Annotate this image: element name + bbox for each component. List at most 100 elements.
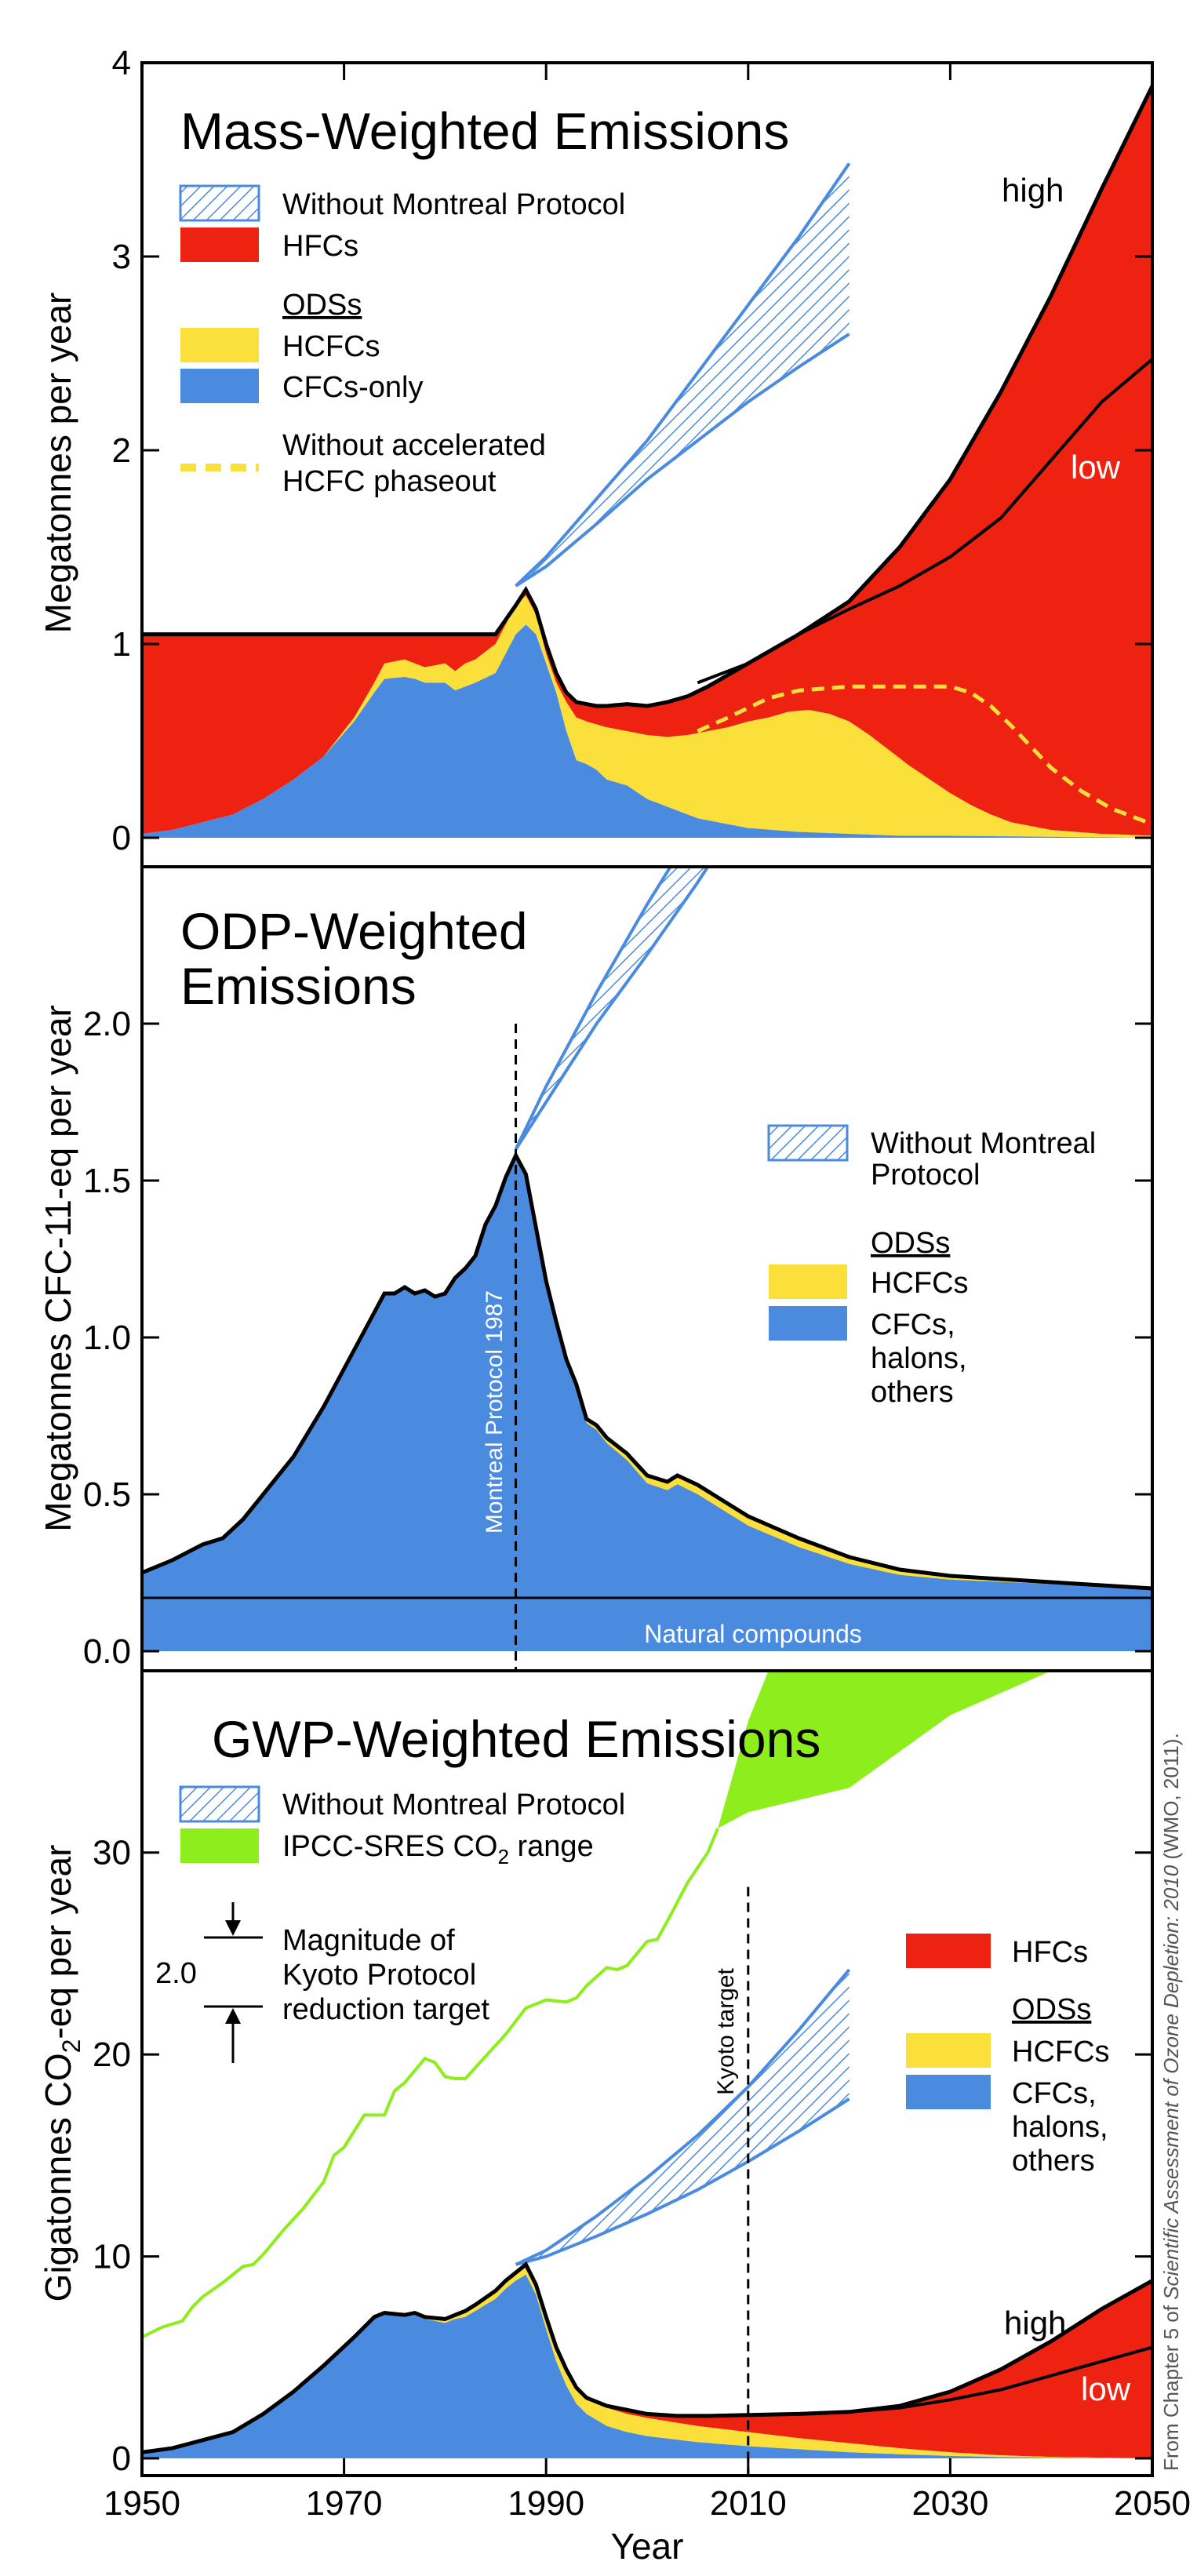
mass-weighted-plot-area [142, 85, 1152, 838]
figure-frame [140, 61, 1154, 2477]
nomp-upper-line-odp [514, 867, 673, 1150]
legend-label-nomp-odp-1: Without Montreal [871, 1127, 1096, 1160]
label-low-mass: low [1071, 449, 1121, 486]
mass-weighted-title: Mass-Weighted Emissions [180, 102, 789, 160]
x-tick-label: 1970 [306, 2484, 383, 2523]
x-axis-ticks: 1950 1970 1990 2010 2030 2050 [104, 63, 1191, 2523]
odp-weighted-legend: Without Montreal Protocol ODSs HCFCs CFC… [767, 1124, 1096, 1409]
mass-weighted-panel: Mass-Weighted Emissions Without Montreal… [38, 44, 1152, 857]
co2-line [142, 1828, 720, 2339]
legend-swatch-cfc [180, 369, 259, 403]
legend-swatch-hfc [180, 227, 259, 262]
montreal-protocol-label: Montreal Protocol 1987 [482, 1290, 508, 1534]
legend-label-ipcc-sub: 2 [497, 1845, 508, 1868]
label-high-mass: high [1002, 172, 1064, 209]
cfc-area [142, 624, 1152, 838]
gwp-weighted-y-axis-label: Gigatonnes CO2-eq per year [38, 1845, 86, 2302]
odp-weighted-title-1: ODP-Weighted [180, 902, 528, 960]
natural-compounds-label: Natural compounds [644, 1620, 861, 1648]
gwp-weighted-title: GWP-Weighted Emissions [212, 1710, 820, 1768]
mass-weighted-y-axis-label: Megatonnes per year [38, 293, 78, 634]
hfc-area [142, 86, 1152, 836]
credit-title: Scientific Assessment of Ozone Depletion… [1159, 1865, 1183, 2300]
gwp-y-label-tail: -eq per year [38, 1845, 78, 2039]
legend-label-cfc-gwp-3: others [1012, 2145, 1095, 2178]
gwp-weighted-y-ticks: 0 10 20 30 [93, 1834, 1152, 2478]
nomp-upper-line-gwp [515, 1968, 851, 2266]
legend-label-no-accel-2: HCFC phaseout [282, 465, 497, 498]
nomp-lower-line [515, 333, 850, 588]
x-tick-label: 1950 [104, 2484, 180, 2523]
legend-label-cfc-gwp-2: halons, [1012, 2111, 1108, 2144]
legend-swatch-nomp-gwp [179, 1785, 260, 1823]
legend-label-kyoto-2: Kyoto Protocol [282, 1959, 476, 1992]
odp-weighted-y-ticks: 0.0 0.5 1.0 1.5 2.0 [83, 1005, 1152, 1671]
low-line-gwp [748, 2345, 1152, 2417]
legend-swatch-ipcc [180, 1828, 259, 1863]
y-tick-label: 1.0 [83, 1319, 131, 1357]
legend-label-cfc-gwp-1: CFCs, [1012, 2077, 1097, 2110]
y-tick-label: 0 [112, 2440, 131, 2478]
nomp-band [515, 163, 850, 586]
gwp-weighted-legend-right: HFCs ODSs HCFCs CFCs, halons, others [906, 1934, 1110, 2178]
no-accel-line [697, 684, 1152, 827]
legend-label-nomp: Without Montreal Protocol [282, 188, 625, 221]
nomp-upper-line [515, 162, 851, 588]
legend-swatch-cfc-gwp [906, 2075, 991, 2109]
gwp-y-label-sub: 2 [57, 2039, 86, 2054]
legend-swatch-hcfc-odp [769, 1264, 847, 1299]
cfc-area-odp [142, 1155, 1152, 1651]
legend-swatch-hcfc [180, 328, 259, 362]
low-scenario-line [697, 358, 1152, 685]
x-tick-label: 2010 [710, 2484, 787, 2523]
hcfc-area-gwp [142, 2264, 1152, 2458]
legend-label-ipcc-prefix: IPCC-SRES CO [282, 1830, 497, 1863]
kyoto-magnitude-marker [204, 1902, 263, 2063]
legend-label-no-accel-1: Without accelerated [282, 429, 546, 462]
odp-weighted-y-axis-label: Megatonnes CFC-11-eq per year [38, 1005, 78, 1532]
legend-label-hfc-gwp: HFCs [1012, 1936, 1088, 1969]
legend-label-hfc: HFCs [282, 230, 358, 263]
legend-label-kyoto-3: reduction target [282, 1993, 489, 2026]
legend-odss-header: ODSs [282, 289, 362, 322]
odp-weighted-panel: ODP-Weighted Emissions Montreal Protocol… [38, 867, 1152, 1671]
legend-label-nomp-odp-2: Protocol [871, 1159, 980, 1192]
mass-weighted-legend: Without Montreal Protocol HFCs ODSs HCFC… [179, 184, 625, 498]
y-tick-label: 1 [112, 625, 131, 664]
kyoto-target-label: Kyoto target [713, 1967, 739, 2094]
legend-label-cfc: CFCs-only [282, 371, 423, 404]
legend-label-kyoto-1: Magnitude of [282, 1924, 455, 1957]
label-low-gwp: low [1081, 2370, 1131, 2407]
y-tick-label: 0 [112, 819, 131, 857]
total-line-odp [142, 1151, 1152, 1591]
legend-swatch-nomp [179, 184, 260, 222]
nomp-band-gwp [515, 1970, 850, 2265]
legend-label-ipcc: IPCC-SRES CO2 range [282, 1830, 594, 1868]
legend-label-cfc-odp-1: CFCs, [871, 1308, 955, 1341]
nomp-lower-line-gwp [515, 2098, 850, 2266]
y-tick-label: 3 [112, 238, 131, 276]
legend-label-hcfc-odp: HCFCs [871, 1267, 969, 1300]
label-high-gwp: high [1004, 2305, 1066, 2341]
gwp-weighted-legend-left: Without Montreal Protocol IPCC-SRES CO2 … [155, 1785, 625, 2063]
x-tick-label: 1990 [508, 2484, 584, 2523]
hcfc-area [142, 595, 1152, 838]
x-tick-label: 2030 [911, 2484, 988, 2523]
gwp-y-label-prefix: Gigatonnes CO [38, 2053, 78, 2301]
gwp-weighted-panel: GWP-Weighted Emissions Kyoto target With… [38, 63, 1191, 2567]
cfc-area-gwp [142, 2274, 1152, 2458]
legend-swatch-nomp-odp [767, 1124, 849, 1162]
y-tick-label: 0.0 [83, 1632, 131, 1671]
legend-label-hcfc-gwp: HCFCs [1012, 2036, 1110, 2068]
y-tick-label: 20 [93, 2036, 131, 2074]
legend-swatch-hcfc-gwp [906, 2033, 991, 2068]
y-tick-label: 10 [93, 2238, 131, 2276]
source-credit: From Chapter 5 of Scientific Assessment … [1159, 1733, 1183, 2471]
gwp-weighted-plot-area [142, 1671, 1152, 2476]
legend-label-ipcc-suffix: range [509, 1830, 594, 1863]
legend-label-cfc-odp-2: halons, [871, 1342, 967, 1375]
credit-suffix: (WMO, 2011). [1159, 1733, 1183, 1865]
kyoto-magnitude-value: 2.0 [155, 1957, 197, 1990]
y-tick-label: 4 [112, 44, 131, 82]
